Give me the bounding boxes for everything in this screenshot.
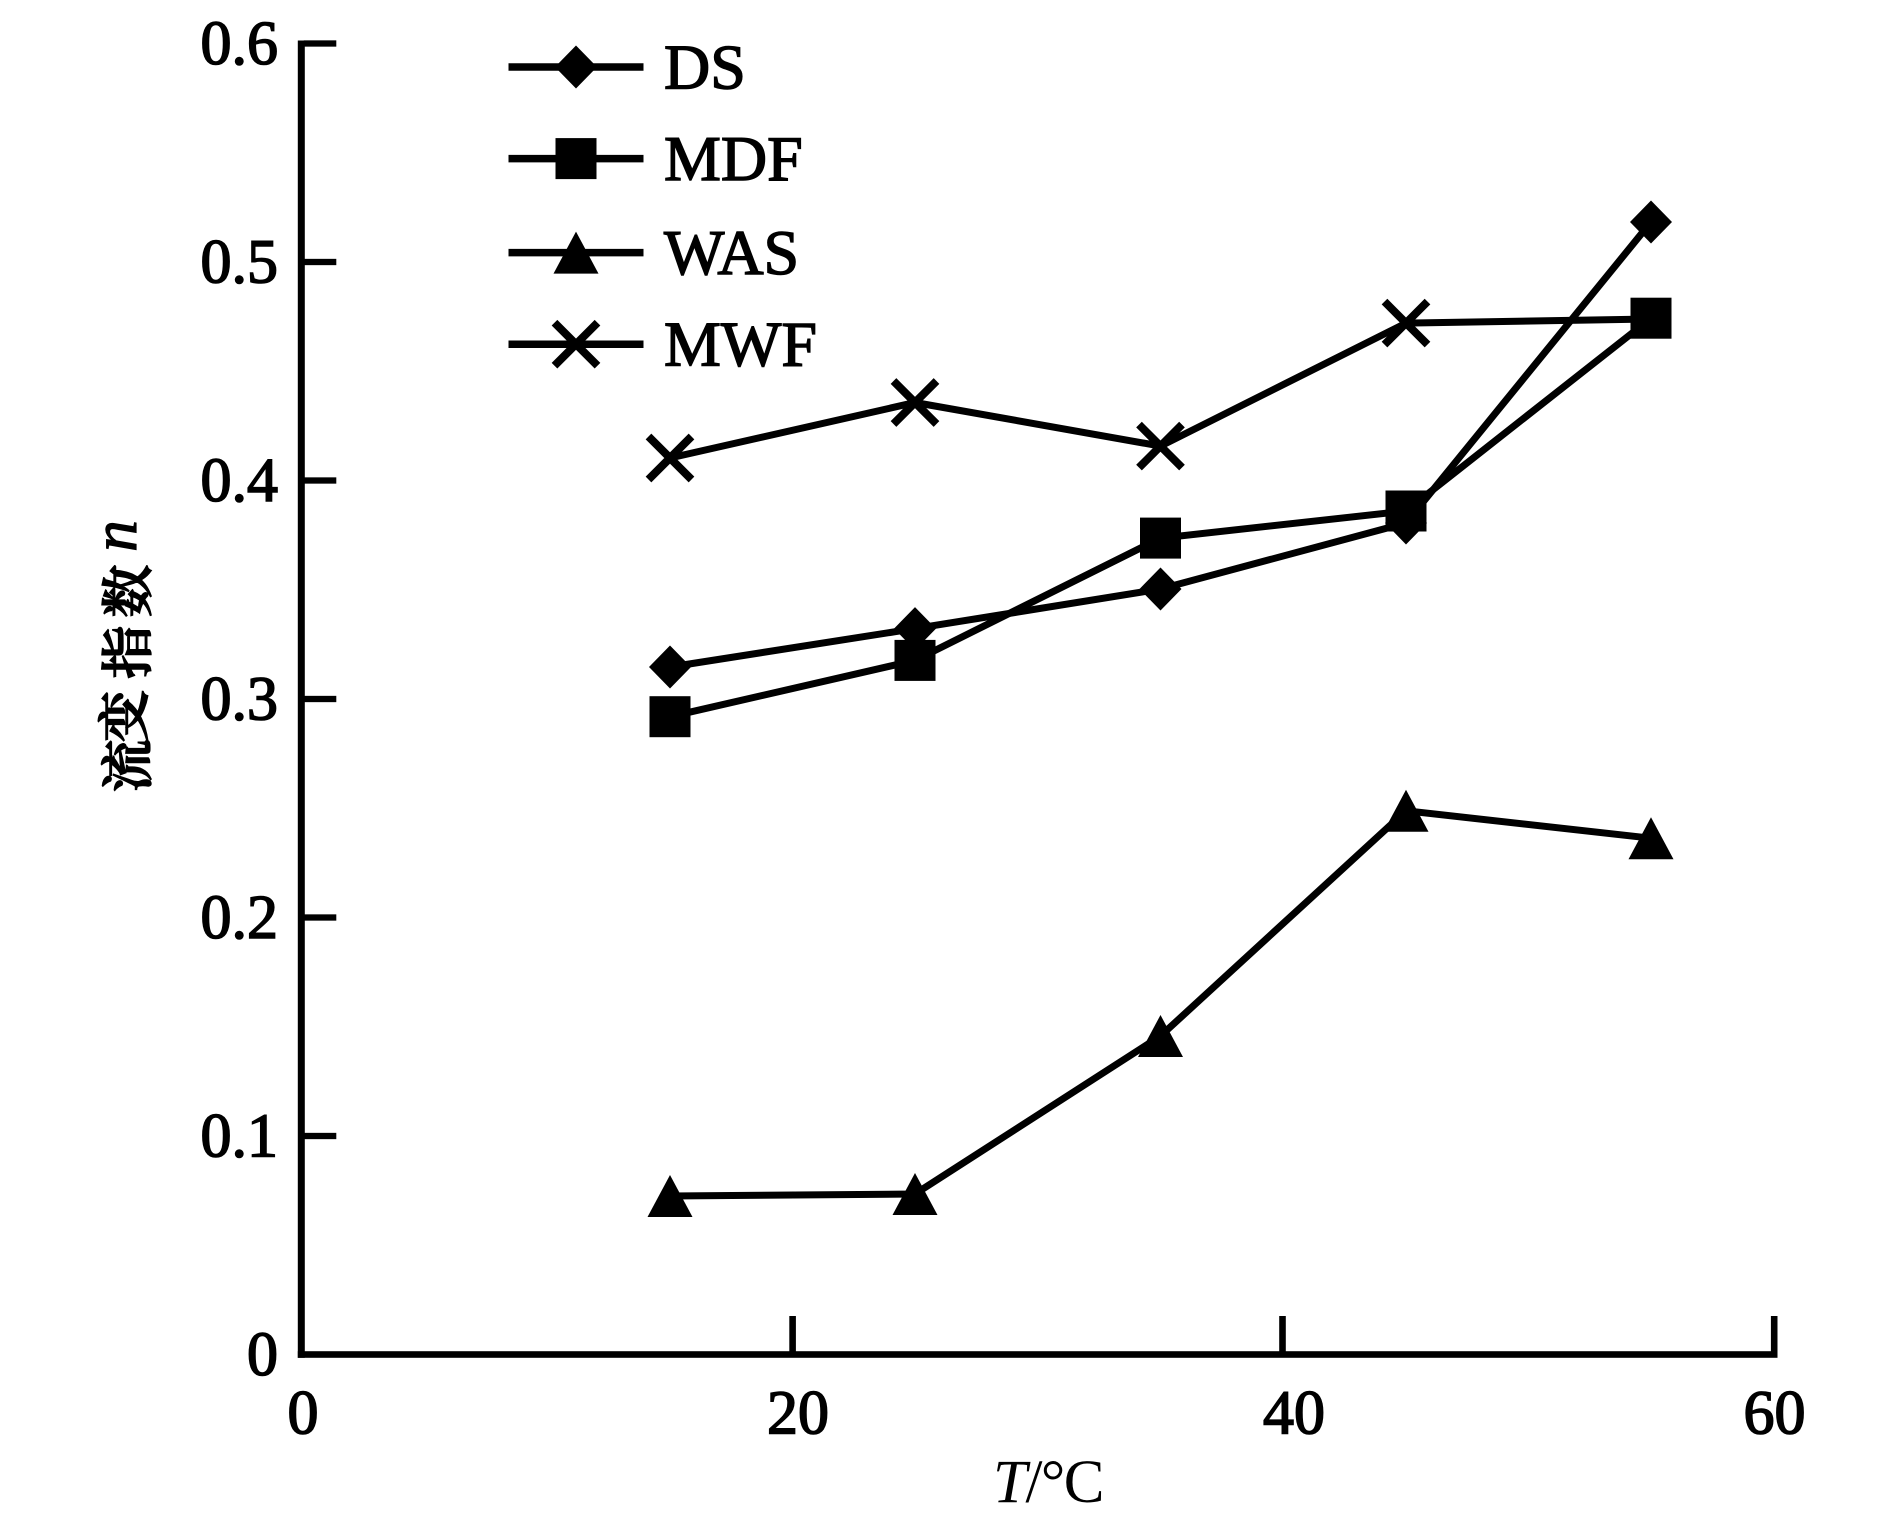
svg-text:60: 60 xyxy=(1744,1380,1806,1448)
svg-text:0.6: 0.6 xyxy=(201,10,279,78)
svg-text:WAS: WAS xyxy=(664,217,799,288)
svg-text:0.3: 0.3 xyxy=(201,666,279,734)
svg-text:0.4: 0.4 xyxy=(201,447,279,515)
svg-text:0: 0 xyxy=(288,1380,319,1448)
svg-text:MDF: MDF xyxy=(664,123,803,194)
svg-text:20: 20 xyxy=(767,1380,829,1448)
svg-text:T/°C: T/°C xyxy=(993,1449,1103,1516)
svg-text:0: 0 xyxy=(247,1321,278,1389)
svg-text:0.2: 0.2 xyxy=(201,884,279,952)
svg-text:MWF: MWF xyxy=(664,309,817,380)
svg-text:0.5: 0.5 xyxy=(201,229,279,297)
svg-text:n: n xyxy=(80,520,150,552)
svg-text:0.1: 0.1 xyxy=(201,1103,279,1171)
svg-text:DS: DS xyxy=(664,32,746,103)
svg-text:40: 40 xyxy=(1263,1380,1325,1448)
